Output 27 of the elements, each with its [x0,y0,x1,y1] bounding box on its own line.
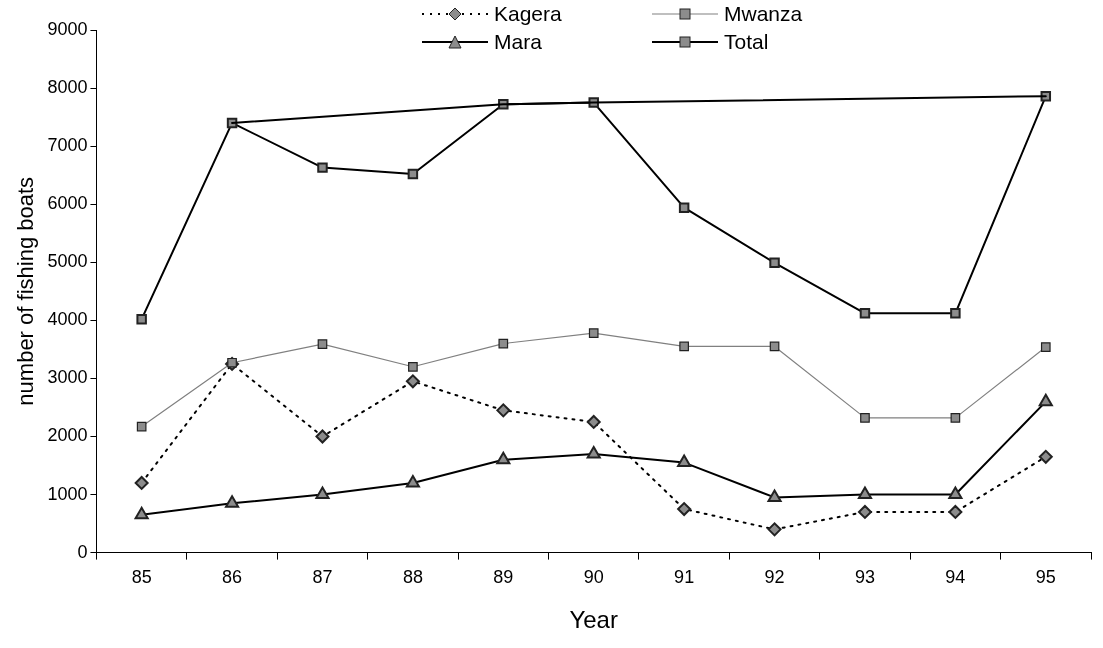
x-tick-label: 94 [945,567,966,588]
y-tick-label: 3000 [47,367,88,388]
y-tick-label: 2000 [47,425,88,446]
x-axis-title: Year [569,606,618,634]
y-tick-label: 8000 [47,77,88,98]
y-tick-label: 1000 [47,483,88,504]
x-tick-label: 89 [493,567,514,588]
y-tick-label: 4000 [47,309,88,330]
x-tick-label: 86 [222,567,243,588]
x-tick-label: 87 [312,567,333,588]
y-axis-title: number of fishing boats [13,176,39,406]
y-tick-label: 6000 [47,193,88,214]
y-tick-label: 7000 [47,135,88,156]
y-tick-label: 0 [77,541,88,562]
x-tick-label: 91 [674,567,695,588]
x-tick-label: 88 [402,567,423,588]
x-tick-label: 93 [854,567,875,588]
x-tick-label: 95 [1035,567,1056,588]
x-tick-label: 85 [131,567,152,588]
legend-label: Kagera [494,2,562,26]
legend-label: Total [724,30,769,54]
legend-label: Mwanza [724,2,803,26]
y-tick-label: 5000 [47,251,88,272]
y-tick-label: 9000 [47,18,88,39]
x-tick-label: 90 [583,567,604,588]
legend-label: Mara [494,30,542,54]
x-tick-label: 92 [764,567,785,588]
